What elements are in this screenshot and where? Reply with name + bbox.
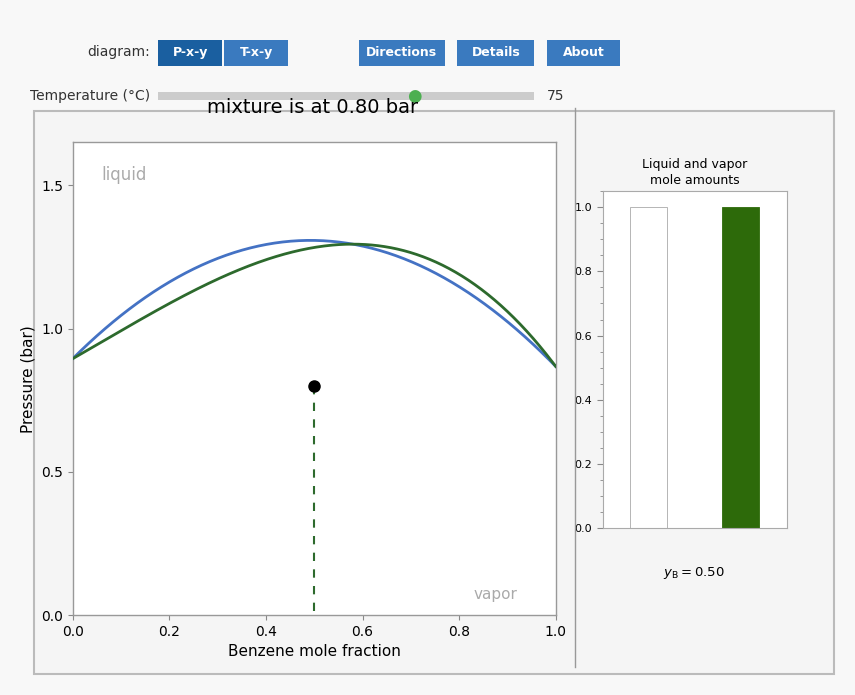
Y-axis label: Pressure (bar): Pressure (bar) <box>21 325 35 433</box>
Bar <box>722 207 759 528</box>
Text: Temperature (°C): Temperature (°C) <box>30 89 150 103</box>
Text: P-x-y: P-x-y <box>173 47 208 59</box>
Text: vapor: vapor <box>474 587 517 603</box>
Text: $y_\mathrm{B}$$= 0.50$: $y_\mathrm{B}$$= 0.50$ <box>663 565 725 582</box>
Text: ●: ● <box>407 87 422 105</box>
Text: Details: Details <box>471 47 521 59</box>
Text: diagram:: diagram: <box>87 45 150 59</box>
Text: About: About <box>563 47 604 59</box>
Text: T-x-y: T-x-y <box>239 47 273 59</box>
Text: mixture is at 0.80 bar: mixture is at 0.80 bar <box>207 98 417 117</box>
Text: liquid: liquid <box>102 165 147 183</box>
Text: 75: 75 <box>547 89 564 103</box>
Title: Liquid and vapor
mole amounts: Liquid and vapor mole amounts <box>642 158 747 187</box>
Text: Directions: Directions <box>366 47 438 59</box>
X-axis label: Benzene mole fraction: Benzene mole fraction <box>227 644 401 660</box>
Bar <box>630 207 667 528</box>
